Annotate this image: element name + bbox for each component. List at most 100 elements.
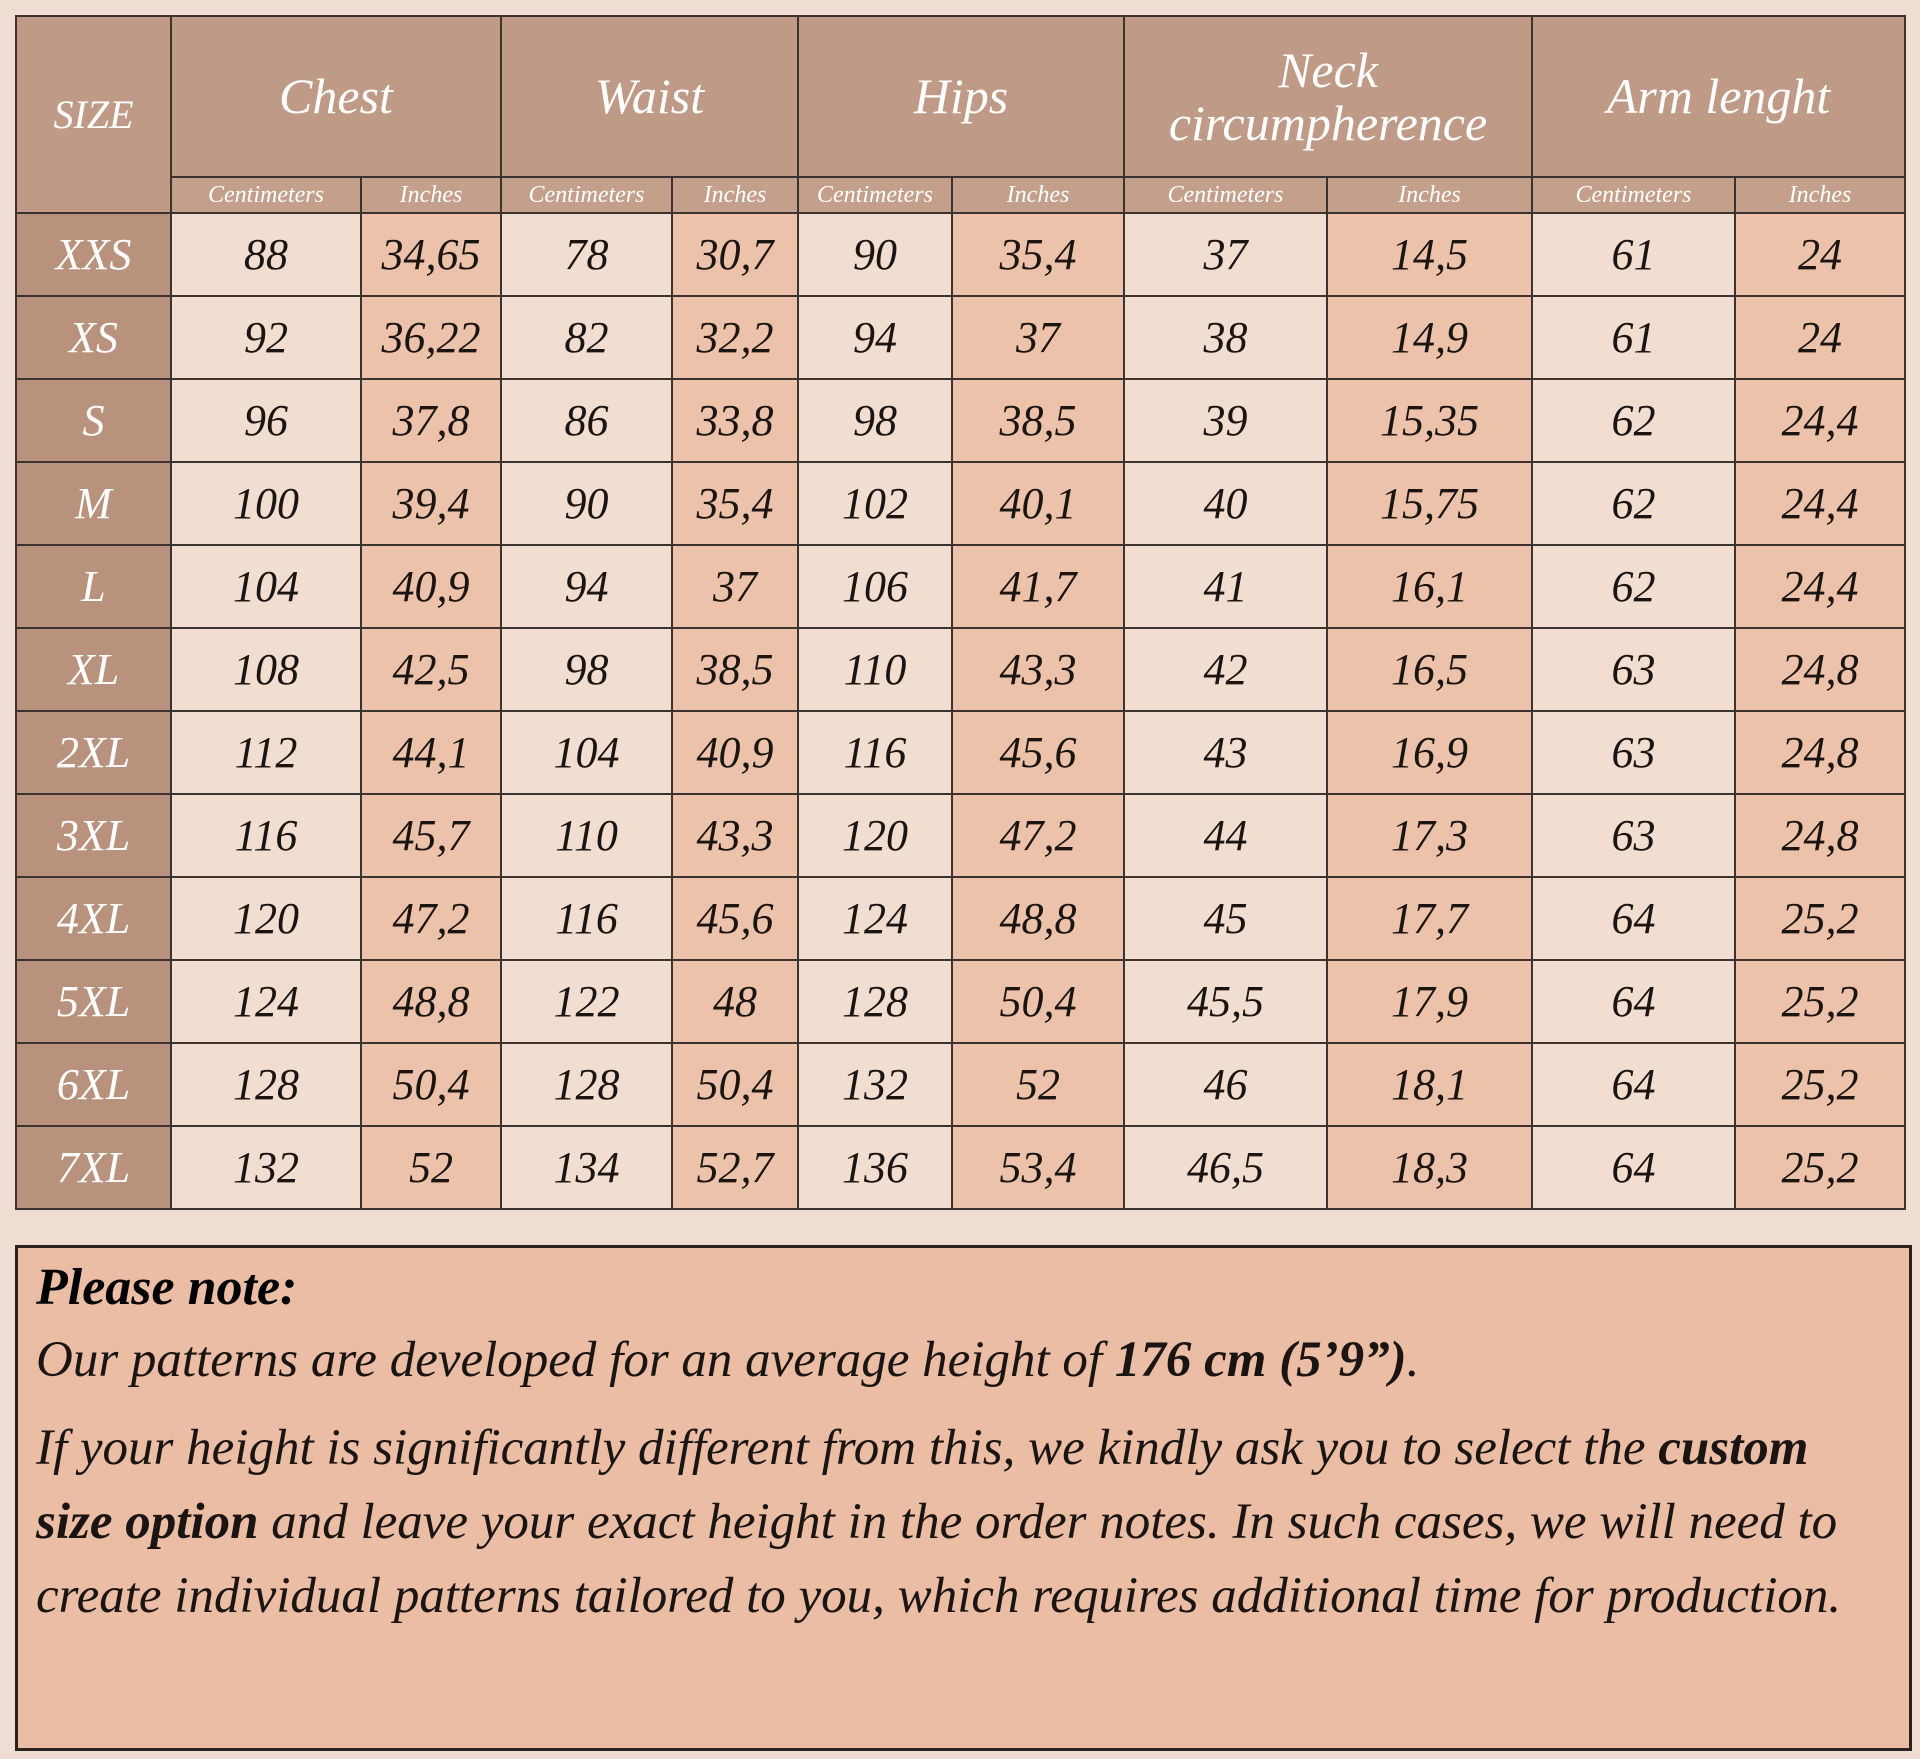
value-cell: 24,8 [1734,793,1907,878]
size-cell: 7XL [15,1125,172,1210]
value-cell: 47,2 [360,876,502,961]
value-cell: 90 [500,461,673,546]
value-cell: 24,4 [1734,378,1907,463]
value-cell: 38,5 [671,627,799,712]
value-cell: 50,4 [671,1042,799,1127]
value-cell: 36,22 [360,295,502,380]
value-cell: 24,8 [1734,627,1907,712]
note-paragraph: If your height is significantly differen… [36,1411,1891,1633]
value-cell: 39,4 [360,461,502,546]
size-cell: L [15,544,172,629]
value-cell: 37 [1123,212,1328,297]
value-cell: 128 [170,1042,362,1127]
value-cell: 24 [1734,212,1907,297]
unit-row: Centimeters Inches Centimeters Inches Centim… [16,176,1907,214]
unit-header: Centimeters [1531,176,1737,214]
value-cell: 63 [1531,710,1737,795]
value-cell: 17,7 [1325,876,1534,961]
note-text: Our patterns are developed for an averag… [36,1332,1115,1388]
value-cell: 92 [170,295,362,380]
value-cell: 48,8 [951,876,1125,961]
size-cell: S [15,378,172,463]
value-cell: 108 [170,627,362,712]
size-row: L 104 40,9 94 37 106 41,7 41 16,1 62 24,4 [15,544,1907,629]
unit-header: Inches [360,176,502,214]
value-cell: 128 [797,959,953,1044]
value-cell: 41,7 [951,544,1125,629]
value-cell: 120 [797,793,953,878]
value-cell: 94 [797,295,953,380]
value-cell: 88 [170,212,362,297]
note-paragraph: Our patterns are developed for an averag… [36,1323,1891,1397]
value-cell: 38,5 [951,378,1125,463]
value-cell: 53,4 [951,1125,1125,1210]
size-cell: XXS [15,212,172,297]
size-row: 3XL 116 45,7 110 43,3 120 47,2 44 17,3 63 24,8 [15,793,1907,878]
value-cell: 62 [1531,544,1737,629]
value-cell: 61 [1531,212,1737,297]
note-text: . [1406,1332,1420,1388]
header-row: SIZE Chest Waist Hips Neck circumpherence Arm… [15,15,1907,214]
value-cell: 41 [1123,544,1328,629]
value-cell: 45,7 [360,793,502,878]
value-cell: 124 [170,959,362,1044]
unit-header: Centimeters [500,176,673,214]
value-cell: 40,1 [951,461,1125,546]
value-cell: 40,9 [671,710,799,795]
value-cell: 110 [500,793,673,878]
value-cell: 15,75 [1325,461,1534,546]
unit-header: Centimeters [1123,176,1328,214]
value-cell: 25,2 [1734,1042,1907,1127]
value-cell: 104 [170,544,362,629]
value-cell: 120 [170,876,362,961]
value-cell: 18,3 [1325,1125,1534,1210]
size-row: 5XL 124 48,8 122 48 128 50,4 45,5 17,9 64 25,2 [15,959,1907,1044]
value-cell: 64 [1531,959,1737,1044]
size-cell: 5XL [15,959,172,1044]
value-cell: 42,5 [360,627,502,712]
value-cell: 124 [797,876,953,961]
value-cell: 45 [1123,876,1328,961]
group-header: Neck circumpherence [1122,15,1534,178]
value-cell: 25,2 [1734,959,1907,1044]
value-cell: 98 [797,378,953,463]
value-cell: 64 [1531,1125,1737,1210]
value-cell: 52,7 [671,1125,799,1210]
value-cell: 116 [500,876,673,961]
group-header: Chest [170,15,502,178]
value-cell: 64 [1531,876,1737,961]
value-cell: 39 [1123,378,1328,463]
group-header: Arm lenght [1531,15,1907,178]
value-cell: 116 [797,710,953,795]
note-title: Please note: [36,1259,298,1316]
value-cell: 94 [500,544,673,629]
size-cell: 2XL [15,710,172,795]
value-cell: 128 [500,1042,673,1127]
value-cell: 24,8 [1734,710,1907,795]
value-cell: 104 [500,710,673,795]
value-cell: 37 [671,544,799,629]
value-cell: 30,7 [671,212,799,297]
value-cell: 34,65 [360,212,502,297]
size-row: 6XL 128 50,4 128 50,4 132 52 46 18,1 64 25,2 [15,1042,1907,1127]
note-text: If your height is significantly differen… [36,1420,1659,1476]
value-cell: 52 [951,1042,1125,1127]
value-cell: 106 [797,544,953,629]
value-cell: 132 [170,1125,362,1210]
note-emphasis: 176 cm (5’9”) [1114,1332,1407,1388]
value-cell: 32,2 [671,295,799,380]
value-cell: 78 [500,212,673,297]
value-cell: 90 [797,212,953,297]
note-text: and leave your exact height in the order… [36,1494,1842,1624]
value-cell: 122 [500,959,673,1044]
value-cell: 44 [1123,793,1328,878]
value-cell: 17,3 [1325,793,1534,878]
value-cell: 96 [170,378,362,463]
value-cell: 42 [1123,627,1328,712]
value-cell: 38 [1123,295,1328,380]
size-row: 7XL 132 52 134 52,7 136 53,4 46,5 18,3 64 25,2 [15,1125,1907,1210]
value-cell: 45,6 [671,876,799,961]
value-cell: 16,1 [1325,544,1534,629]
value-cell: 112 [170,710,362,795]
